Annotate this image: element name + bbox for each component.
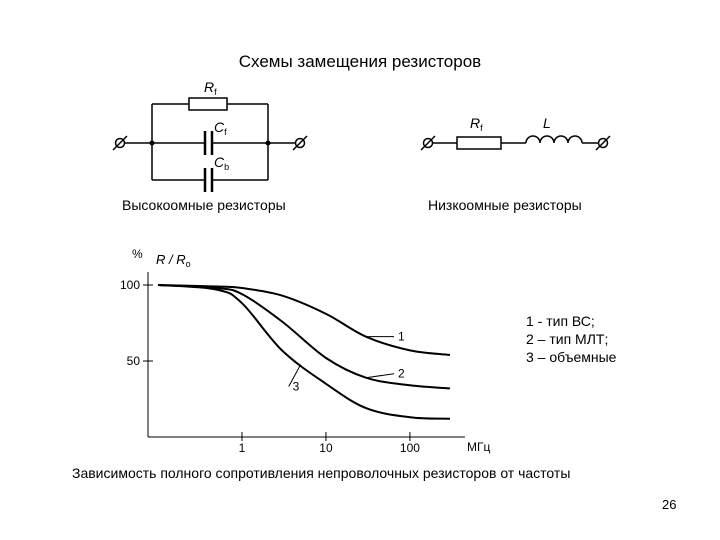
resistor-rf-icon <box>456 136 502 150</box>
series-leader-3 <box>288 364 302 387</box>
chart-caption: Зависимость полного сопротивления непров… <box>72 465 571 481</box>
low-resistance-circuit <box>420 135 611 151</box>
resistor-rf-label: Rf <box>470 115 483 133</box>
low-resistance-caption: Низкоомные резисторы <box>428 197 582 213</box>
page-title: Схемы замещения резисторов <box>238 52 482 71</box>
series-label-3: 3 <box>293 380 300 394</box>
y-axis-label: R / Ro <box>156 252 191 269</box>
series-line-2 <box>157 284 451 390</box>
series-line-3 <box>157 284 451 420</box>
capacitor-cf-label: Cf <box>214 119 227 137</box>
series-line-1 <box>157 284 451 356</box>
resistor-rf-label: Rf <box>204 79 217 97</box>
chart-legend: 1 - тип ВС; 2 – тип МЛТ; 3 – объемные <box>526 312 616 366</box>
inductor-l-icon <box>525 135 583 144</box>
x-tick-label: 1 <box>239 441 246 455</box>
legend-item: 3 – объемные <box>526 349 617 365</box>
y-tick-label: 50 <box>127 354 141 368</box>
inductor-l-label: L <box>543 115 551 131</box>
high-resistance-circuit <box>112 97 308 192</box>
frequency-chart: % R / Ro МГц 100 50 1 10 100 1 2 3 <box>120 247 491 455</box>
page-number: 26 <box>662 497 677 512</box>
legend-item: 1 - тип ВС; <box>526 313 595 329</box>
series-leader-2 <box>365 373 395 379</box>
x-tick-label: 100 <box>400 441 420 455</box>
capacitor-cb-label: Cb <box>214 154 229 172</box>
x-tick-label: 10 <box>319 441 333 455</box>
y-unit-label: % <box>132 247 143 261</box>
x-unit-label: МГц <box>467 440 490 454</box>
resistor-rf-icon <box>188 97 228 111</box>
legend-item: 2 – тип МЛТ; <box>526 331 609 347</box>
high-resistance-caption: Высокоомные резисторы <box>122 197 286 213</box>
series-label-2: 2 <box>398 367 405 381</box>
y-tick-label: 100 <box>120 278 140 292</box>
series-label-1: 1 <box>398 330 405 344</box>
